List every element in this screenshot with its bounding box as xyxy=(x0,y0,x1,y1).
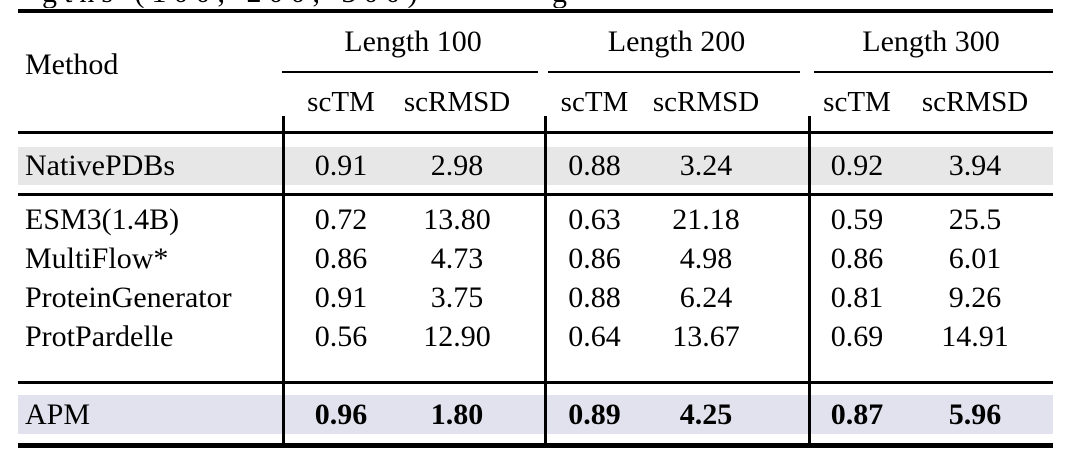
table-row-proteingenerator: ProteinGenerator 0.91 3.75 0.88 6.24 0.8… xyxy=(18,278,1053,317)
value-cell: 1.80 xyxy=(430,397,484,431)
midrule-above-apm xyxy=(18,381,1053,384)
value-cell: 6.01 xyxy=(948,241,1002,275)
value-cell: 13.80 xyxy=(423,202,491,236)
cmidrule-length-100 xyxy=(282,71,538,73)
value-cell: 0.86 xyxy=(568,241,621,275)
value-cell: 4.25 xyxy=(679,397,733,431)
value-cell: 0.56 xyxy=(314,320,368,353)
value-cell: 0.87 xyxy=(830,397,884,431)
subheader-sctm-200: scTM xyxy=(560,85,629,118)
method-cell: APM xyxy=(25,397,91,431)
subheader-sctm-100: scTM xyxy=(307,85,375,118)
method-cell: ESM3(1.4B) xyxy=(25,202,180,236)
value-cell: 13.67 xyxy=(672,320,740,353)
table-row-esm3: ESM3(1.4B) 0.72 13.80 0.63 21.18 0.59 25… xyxy=(18,200,1053,239)
value-cell: 0.63 xyxy=(568,202,621,236)
value-cell: 0.88 xyxy=(568,280,621,314)
table-row-multiflow: MultiFlow* 0.86 4.73 0.86 4.98 0.86 6.01 xyxy=(18,239,1053,278)
value-cell: 3.24 xyxy=(679,149,733,182)
value-cell: 0.64 xyxy=(568,320,621,353)
value-cell: 9.26 xyxy=(948,280,1002,314)
value-cell: 12.90 xyxy=(423,320,491,353)
subheader-row: scTM scRMSD scTM scRMSD scTM scRMSD xyxy=(18,73,1053,131)
value-cell: 3.94 xyxy=(948,149,1002,182)
clipped-caption-fragment: gths (100, 200, 300) g xyxy=(0,0,1080,8)
caption-fragment-left: gths (100, 200, 300) xyxy=(42,0,425,8)
value-cell: 0.92 xyxy=(830,149,884,182)
value-cell: 0.91 xyxy=(314,149,368,182)
vertical-rule-2 xyxy=(544,116,547,447)
nativepdbs-row-highlight xyxy=(18,147,1053,185)
group-header-length-100: Length 100 xyxy=(344,25,482,58)
subheader-scrmsd-300: scRMSD xyxy=(921,85,1029,118)
method-cell: ProtPardelle xyxy=(25,320,174,353)
midrule-below-nativepdbs xyxy=(18,193,1053,196)
value-cell: 0.59 xyxy=(830,202,884,236)
cmidrule-length-300 xyxy=(814,71,1053,73)
table-row-nativepdbs: NativePDBs 0.91 2.98 0.88 3.24 0.92 3.94 xyxy=(18,147,1053,185)
method-cell: MultiFlow* xyxy=(25,241,169,275)
group-header-length-200: Length 200 xyxy=(607,25,746,58)
value-cell: 0.72 xyxy=(314,202,368,236)
apm-row-highlight xyxy=(18,395,1053,434)
vertical-rule-1 xyxy=(282,116,285,447)
value-cell: 2.98 xyxy=(430,149,484,182)
caption-fragment-right: g xyxy=(552,0,567,8)
table-row-apm: APM 0.96 1.80 0.89 4.25 0.87 5.96 xyxy=(18,395,1053,434)
header-bottom-rule xyxy=(18,131,1053,134)
value-cell: 0.69 xyxy=(830,320,884,353)
top-rule xyxy=(18,9,1053,13)
vertical-rule-3 xyxy=(808,116,811,447)
value-cell: 21.18 xyxy=(672,202,740,236)
subheader-scrmsd-100: scRMSD xyxy=(403,85,511,118)
value-cell: 5.96 xyxy=(948,397,1002,431)
value-cell: 0.96 xyxy=(314,397,368,431)
value-cell: 0.91 xyxy=(314,280,368,314)
value-cell: 0.81 xyxy=(830,280,884,314)
bottom-rule xyxy=(18,443,1053,448)
value-cell: 0.88 xyxy=(568,149,621,182)
method-cell: NativePDBs xyxy=(25,149,175,182)
value-cell: 14.91 xyxy=(941,320,1009,353)
subheader-scrmsd-200: scRMSD xyxy=(652,85,760,118)
cmidrule-length-200 xyxy=(548,71,800,73)
value-cell: 0.89 xyxy=(568,397,621,431)
value-cell: 4.73 xyxy=(430,241,484,275)
method-cell: ProteinGenerator xyxy=(25,280,232,314)
value-cell: 25.5 xyxy=(948,202,1002,236)
value-cell: 0.86 xyxy=(830,241,884,275)
table-row-protpardelle: ProtPardelle 0.56 12.90 0.64 13.67 0.69 … xyxy=(18,317,1053,357)
value-cell: 3.75 xyxy=(430,280,484,314)
subheader-sctm-300: scTM xyxy=(823,85,891,118)
method-column-header: Method xyxy=(25,48,119,81)
value-cell: 0.86 xyxy=(314,241,368,275)
header-group-row: Length 100 Length 200 Length 300 xyxy=(18,13,1053,71)
group-header-length-300: Length 300 xyxy=(862,25,1000,58)
value-cell: 4.98 xyxy=(679,241,733,275)
value-cell: 6.24 xyxy=(679,280,733,314)
